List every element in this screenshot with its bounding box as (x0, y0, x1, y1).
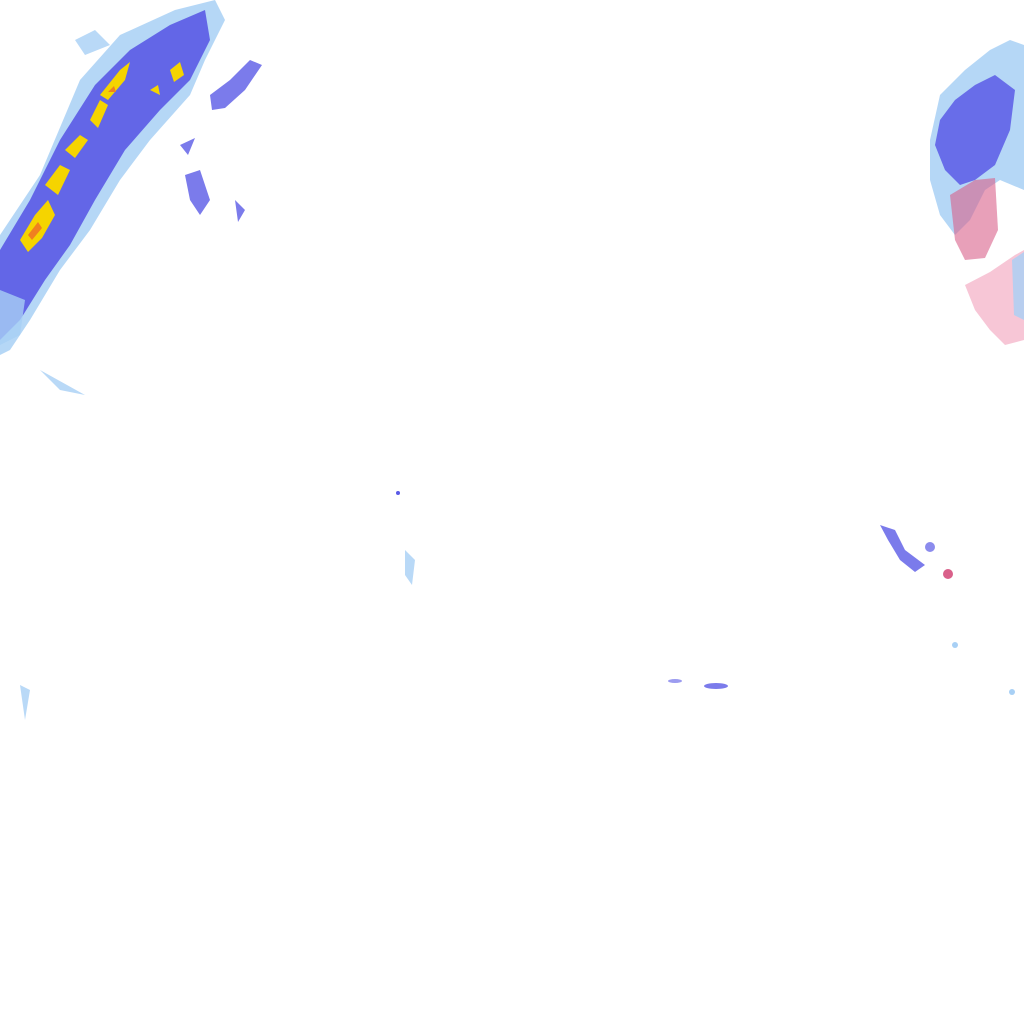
rain-fragments (180, 60, 262, 222)
precip-system-northeast (930, 40, 1024, 345)
rain-area (935, 75, 1015, 185)
light-mix-area (965, 250, 1024, 345)
light-rain-edge (1012, 252, 1024, 320)
rain-cell (704, 683, 728, 689)
mix-cell (943, 569, 953, 579)
very-heavy-rain-cells (28, 86, 116, 240)
light-rain-cell (668, 679, 682, 683)
light-rain-cell (396, 491, 400, 495)
rain-cell (925, 542, 935, 552)
rain-cell (880, 525, 925, 572)
precip-band-northwest (0, 0, 415, 720)
mix-area (950, 178, 998, 260)
scattered-cells (396, 491, 1015, 695)
light-rain-cell (952, 642, 958, 648)
light-rain-cell (1009, 689, 1015, 695)
